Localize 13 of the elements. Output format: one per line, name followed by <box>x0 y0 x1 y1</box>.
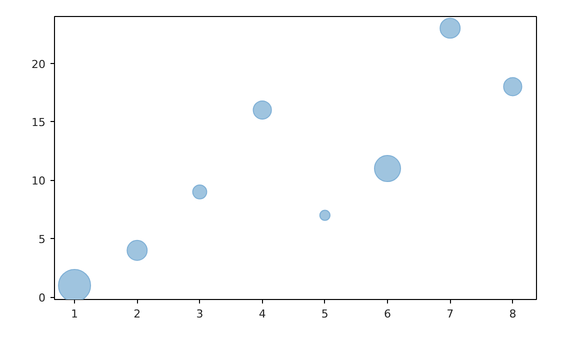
y-tick-label: 20 <box>32 58 46 71</box>
y-tick-label: 15 <box>32 116 46 130</box>
x-tick-label: 5 <box>321 308 328 320</box>
x-tick-label: 7 <box>446 308 454 320</box>
x-tick-label: 2 <box>134 308 141 320</box>
y-tick-label: 10 <box>32 174 46 188</box>
y-tick-label: 0 <box>38 292 46 305</box>
x-tick-label: 3 <box>196 308 204 320</box>
x-tick-label: 8 <box>509 308 516 320</box>
x-tick-label: 4 <box>258 308 266 320</box>
y-tick-label: 5 <box>38 233 46 246</box>
x-tick-label: 1 <box>71 308 78 320</box>
x-tick-label: 6 <box>384 308 392 320</box>
